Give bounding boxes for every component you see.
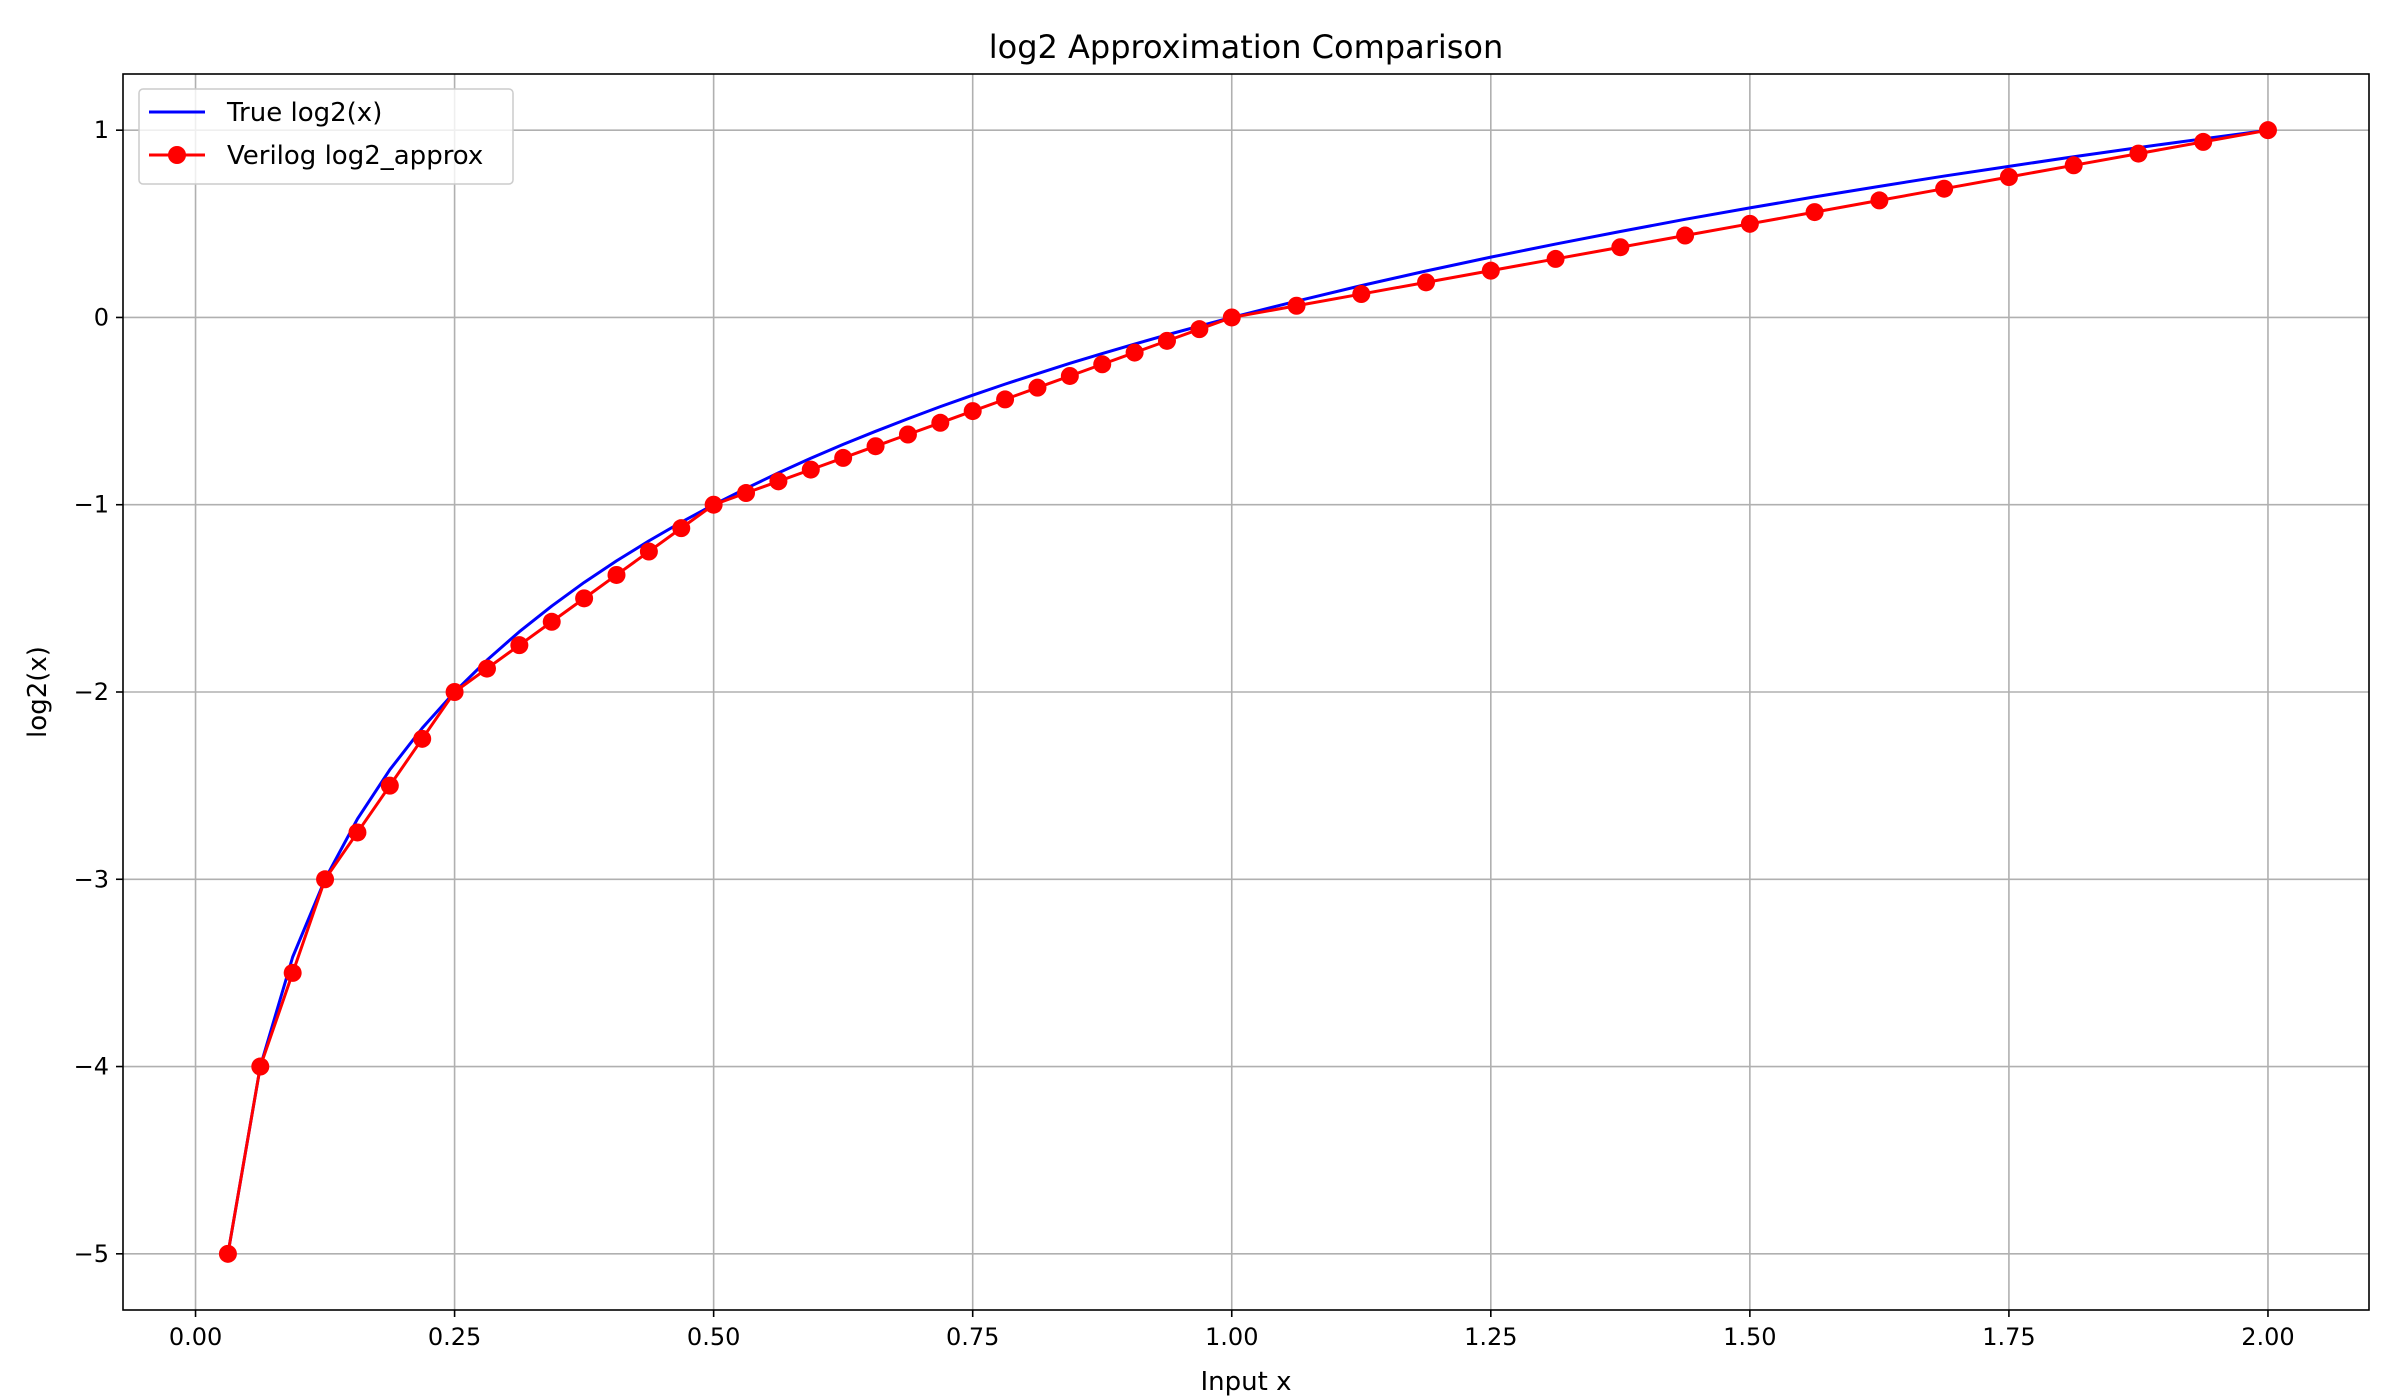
data-point (931, 413, 950, 432)
data-point (2258, 121, 2277, 140)
data-point (2194, 132, 2213, 151)
data-point (477, 659, 496, 678)
legend-label-verilog-approx: Verilog log2_approx (227, 141, 483, 171)
x-tick-label: 1.50 (1723, 1323, 1776, 1351)
data-point (218, 1244, 237, 1263)
data-point (348, 823, 367, 842)
data-point (963, 402, 982, 421)
data-point (737, 484, 756, 503)
data-point (1093, 355, 1112, 374)
data-point (1935, 179, 1954, 198)
data-point (1352, 285, 1371, 304)
x-tick-label: 2.00 (2241, 1323, 2294, 1351)
y-tick-label: −1 (74, 491, 109, 519)
data-point (1870, 191, 1889, 210)
data-point (575, 589, 594, 608)
data-point (2129, 144, 2148, 163)
data-point (1028, 378, 1047, 397)
plot-series (218, 121, 2277, 1263)
data-point (704, 495, 723, 514)
data-point (1157, 331, 1176, 350)
data-point (1222, 308, 1241, 327)
data-point (1287, 296, 1306, 315)
data-point (380, 776, 399, 795)
y-tick-label: −3 (74, 865, 109, 893)
data-point (1190, 320, 1209, 339)
x-tick-label: 1.00 (1205, 1323, 1258, 1351)
data-point (251, 1057, 270, 1076)
x-axis-label: Input x (1201, 1367, 1292, 1397)
data-point (1805, 203, 1824, 222)
x-tick-label: 0.25 (428, 1323, 481, 1351)
data-point (639, 542, 658, 561)
series-1 (218, 121, 2277, 1263)
data-point (510, 636, 529, 655)
data-point (996, 390, 1015, 409)
data-point (607, 565, 626, 584)
data-point (1999, 168, 2018, 186)
legend: True log2(x) Verilog log2_approx (138, 88, 514, 185)
data-point (866, 437, 885, 456)
legend-box (138, 88, 514, 185)
data-point (834, 448, 853, 467)
x-tick-label: 1.75 (1982, 1323, 2035, 1351)
axis-ticks: 0.00 0.25 0.50 0.75 1.00 1.25 1.50 1.75 2.00 1 0 −1… (74, 116, 2295, 1351)
data-point (1611, 238, 1630, 257)
data-point (898, 425, 917, 444)
data-point (769, 472, 788, 491)
data-point (1481, 261, 1500, 280)
grid (123, 74, 2369, 1310)
chart-title: log2 Approximation Comparison (989, 28, 1504, 66)
y-tick-label: 1 (94, 116, 109, 144)
data-point (1060, 366, 1079, 385)
x-tick-label: 0.50 (687, 1323, 740, 1351)
y-tick-label: 0 (94, 303, 109, 331)
y-tick-label: −4 (74, 1053, 109, 1081)
y-tick-label: −5 (74, 1240, 109, 1268)
data-point (445, 683, 464, 701)
y-axis-label: log2(x) (23, 646, 53, 738)
data-point (1676, 226, 1695, 245)
data-point (1546, 249, 1565, 268)
data-point (672, 519, 691, 538)
x-tick-label: 0.75 (946, 1323, 999, 1351)
data-point (542, 612, 561, 631)
data-point (1125, 343, 1144, 362)
legend-marker-verilog-approx (168, 146, 186, 164)
legend-label-true-log2: True log2(x) (226, 98, 382, 128)
data-point (1740, 214, 1759, 233)
x-tick-label: 0.00 (169, 1323, 222, 1351)
data-point (283, 963, 302, 982)
data-point (316, 870, 335, 889)
data-point (2064, 156, 2083, 175)
y-tick-label: −2 (74, 678, 109, 706)
data-point (801, 460, 820, 479)
x-tick-label: 1.25 (1464, 1323, 1517, 1351)
data-point (413, 729, 432, 748)
data-point (1417, 273, 1436, 292)
